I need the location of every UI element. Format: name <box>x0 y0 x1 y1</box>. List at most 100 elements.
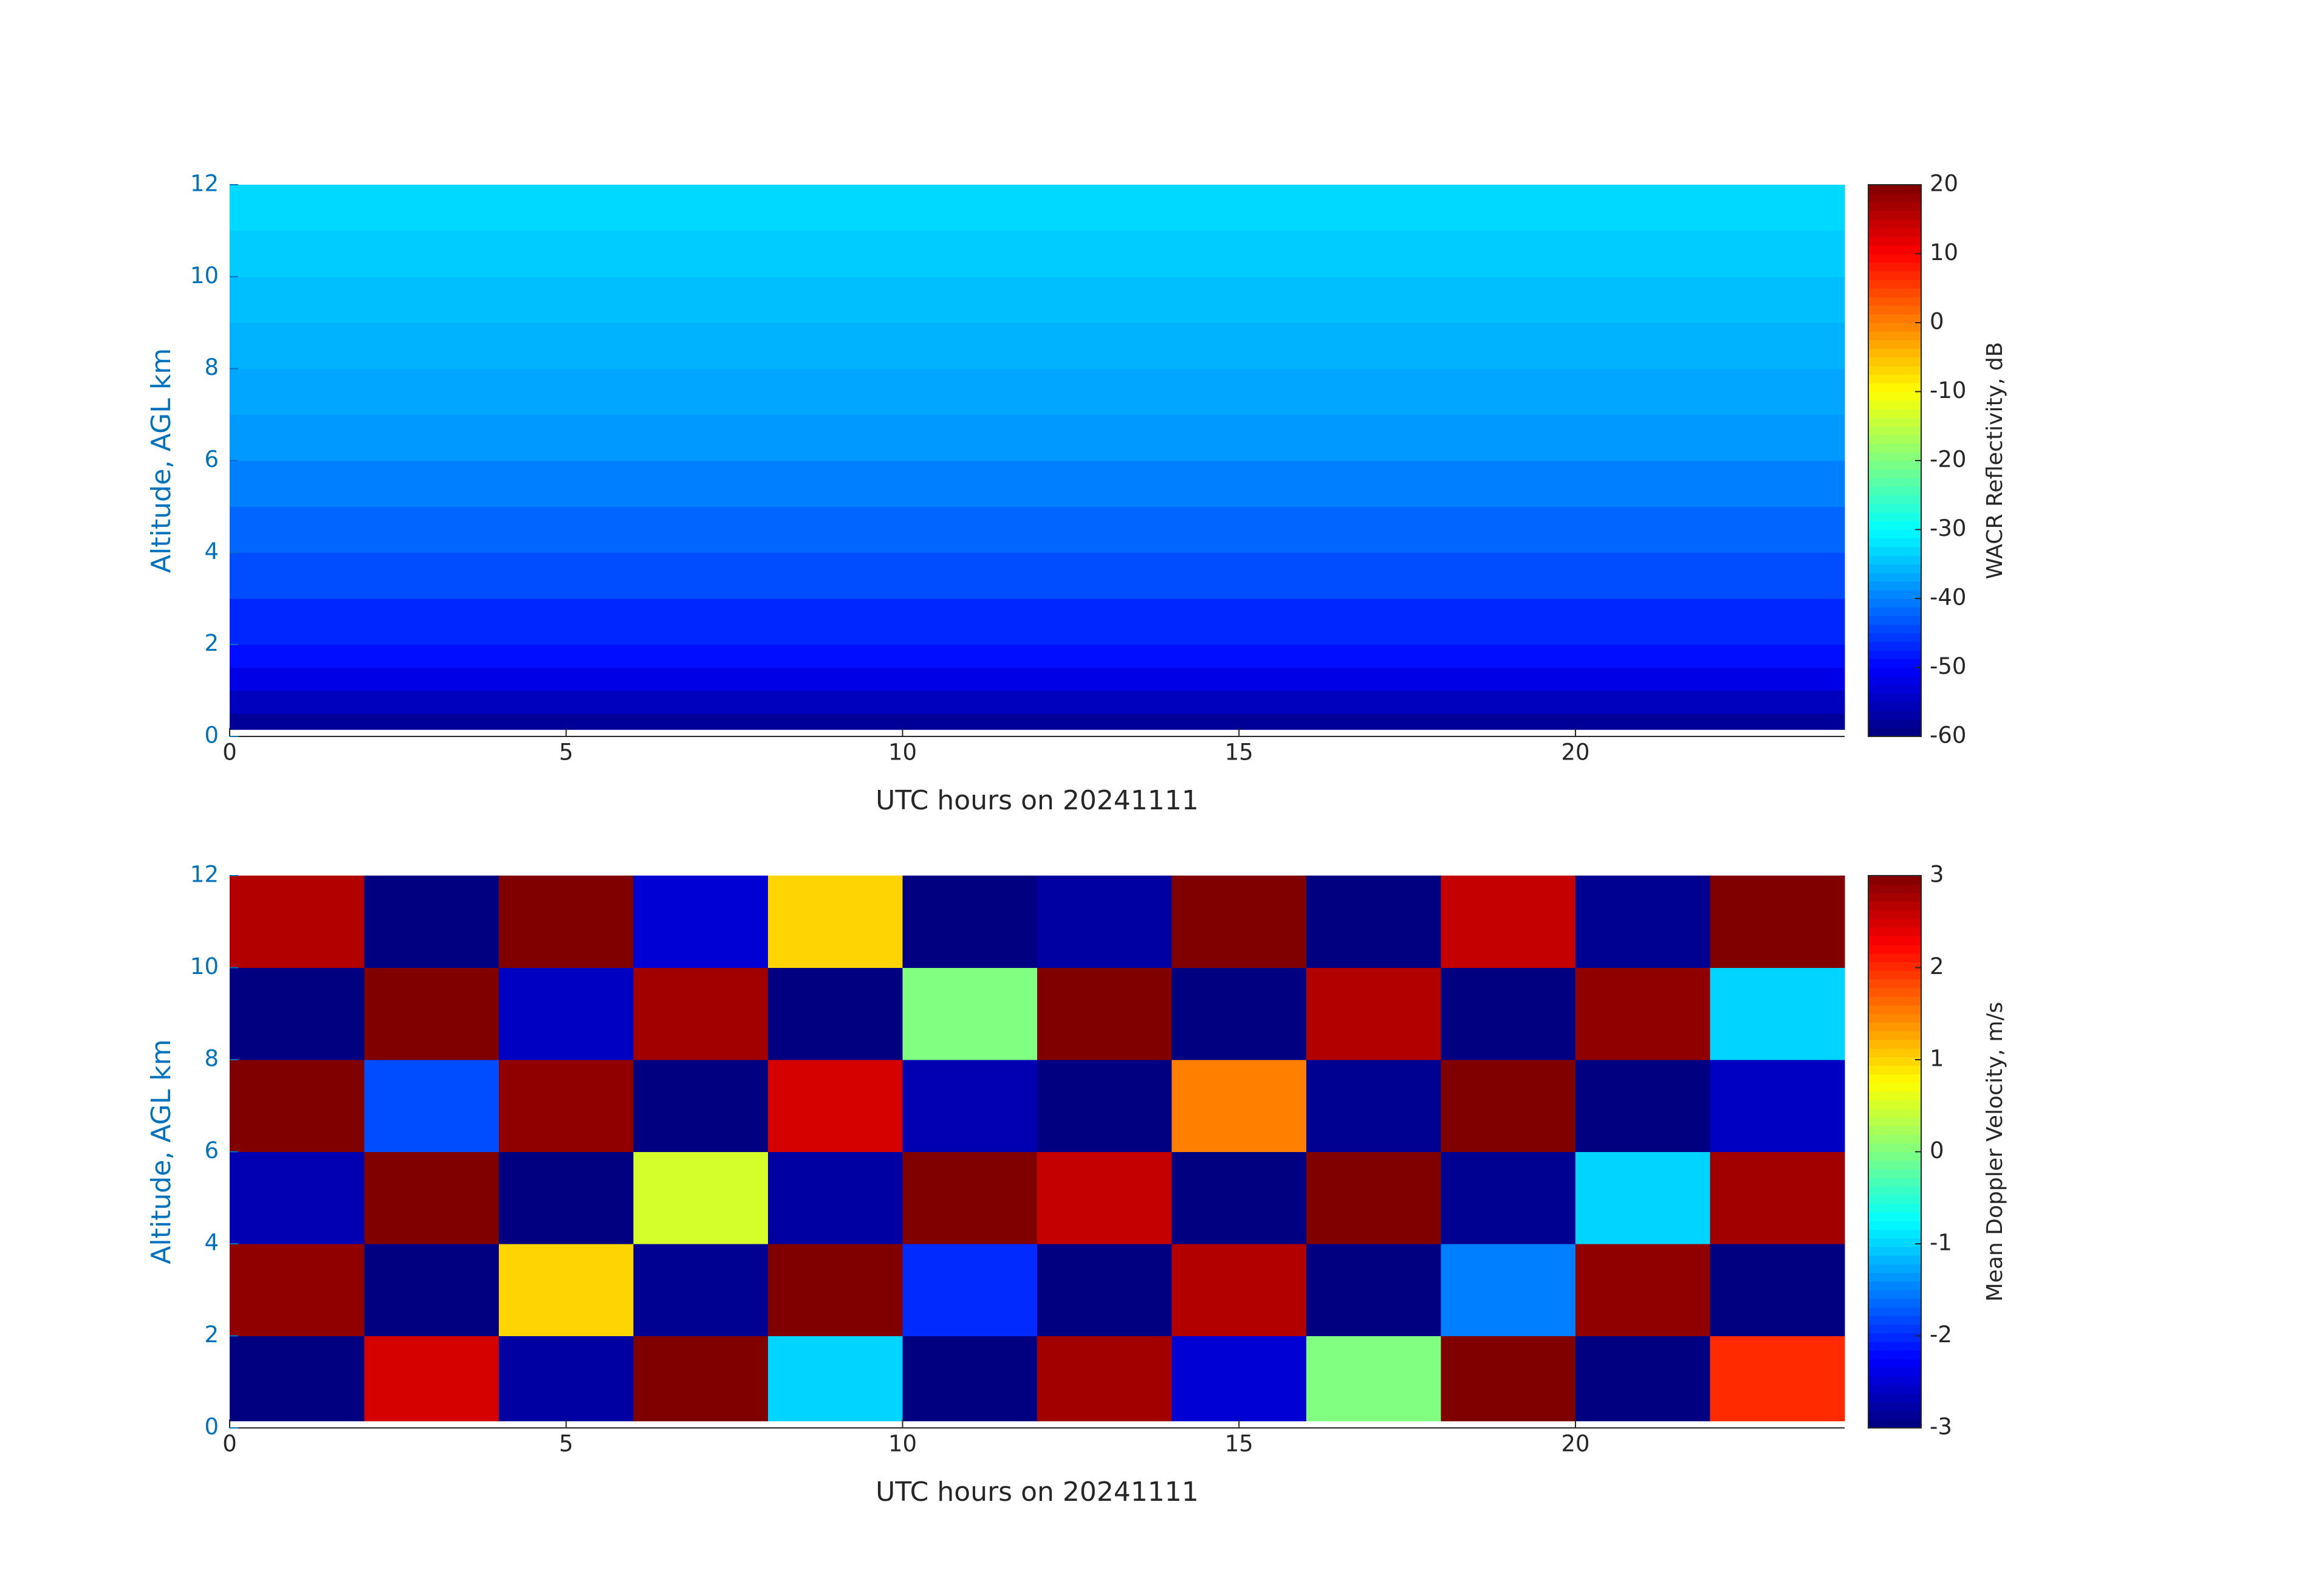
heatmap-cell <box>1037 1336 1172 1422</box>
y-axis-label: Altitude, AGL km <box>146 1039 177 1264</box>
colorbar-swatch <box>1868 1091 1921 1100</box>
x-axis-label: UTC hours on 20241111 <box>876 1477 1199 1508</box>
colorbar-swatch <box>1868 1410 1921 1420</box>
colorbar-swatch <box>1868 1212 1921 1221</box>
colorbar-swatch <box>1868 1022 1921 1032</box>
heatmap-cell <box>1306 1151 1441 1244</box>
heatmap-cell <box>1441 967 1576 1060</box>
y-tick-label: 12 <box>190 862 219 888</box>
colorbar-swatch <box>1868 1134 1921 1144</box>
colorbar-tick-label: -40 <box>1930 585 1966 611</box>
colorbar-swatch <box>1868 884 1921 894</box>
colorbar-swatch <box>1868 348 1921 358</box>
x-tick-label: 10 <box>888 739 917 766</box>
heatmap-cell <box>364 967 499 1060</box>
heatmap-cell <box>1710 1151 1845 1244</box>
colorbar-swatch <box>1868 408 1921 418</box>
colorbar-swatch <box>1868 1178 1921 1187</box>
x-tick-label: 5 <box>559 739 574 766</box>
heatmap-cell <box>1710 967 1845 1060</box>
colorbar-swatch <box>1868 616 1921 625</box>
heatmap-cell <box>230 185 1845 232</box>
heatmap-cell <box>230 690 1845 714</box>
heatmap-cell <box>1441 1244 1576 1336</box>
colorbar-swatch <box>1868 262 1921 272</box>
colorbar-swatch <box>1868 564 1921 574</box>
x-tick-label: 20 <box>1561 1431 1589 1457</box>
colorbar-swatch <box>1868 633 1921 642</box>
colorbar-tick-label: 3 <box>1930 862 1944 888</box>
heatmap-cell <box>230 667 1845 691</box>
colorbar-swatch <box>1868 1186 1921 1196</box>
colorbar-label: Mean Doppler Velocity, m/s <box>1983 1002 2007 1302</box>
colorbar-swatch <box>1868 469 1921 478</box>
heatmap-cell <box>499 967 634 1060</box>
heatmap-cell <box>768 1336 903 1422</box>
heatmap-cell <box>499 1060 634 1152</box>
heatmap-cell <box>1171 876 1307 968</box>
colorbar-tick-label: 10 <box>1930 239 1958 266</box>
colorbar-swatch <box>1868 876 1921 885</box>
heatmap-cell <box>230 414 1845 461</box>
colorbar-swatch <box>1868 1384 1921 1394</box>
colorbar-swatch <box>1868 1324 1921 1334</box>
colorbar-swatch <box>1868 1246 1921 1256</box>
colorbar-swatch <box>1868 323 1921 332</box>
heatmap-cell <box>1171 967 1307 1060</box>
y-tick-label: 4 <box>204 1230 219 1256</box>
colorbar-swatch <box>1868 219 1921 228</box>
colorbar-swatch <box>1868 253 1921 263</box>
heatmap-cell <box>1575 1151 1710 1244</box>
colorbar-tick-label: 2 <box>1930 953 1944 979</box>
colorbar-swatch <box>1868 503 1921 513</box>
colorbar-swatch <box>1868 1048 1921 1057</box>
colorbar-swatch <box>1868 1402 1921 1411</box>
colorbar-swatch <box>1868 1100 1921 1110</box>
heatmap-cell <box>499 1151 634 1244</box>
colorbar-swatch <box>1868 529 1921 539</box>
colorbar-swatch <box>1868 1350 1921 1359</box>
x-axis-label: UTC hours on 20241111 <box>876 785 1199 816</box>
colorbar-swatch <box>1868 572 1921 582</box>
colorbar-swatch <box>1868 434 1921 444</box>
colorbar-swatch <box>1868 676 1921 685</box>
colorbar-label: WACR Reflectivity, dB <box>1983 342 2007 580</box>
colorbar-swatch <box>1868 374 1921 383</box>
colorbar-tick-label: 1 <box>1930 1046 1944 1072</box>
colorbar-swatch <box>1868 589 1921 599</box>
colorbar-swatch <box>1868 1203 1921 1213</box>
colorbar-swatch <box>1868 702 1921 712</box>
colorbar-swatch <box>1868 962 1921 971</box>
colorbar-swatch <box>1868 451 1921 461</box>
heatmap-cell <box>768 876 903 968</box>
colorbar-swatch <box>1868 270 1921 280</box>
heatmap-cell <box>1575 1060 1710 1152</box>
heatmap-cell <box>230 323 1845 369</box>
heatmap-cell <box>1171 1244 1307 1336</box>
x-tick-label: 0 <box>222 1431 237 1457</box>
heatmap-cell <box>230 461 1845 507</box>
heatmap-cell <box>364 1151 499 1244</box>
colorbar-swatch <box>1868 185 1921 194</box>
heatmap-cell <box>1575 1336 1710 1422</box>
colorbar-swatch <box>1868 1221 1921 1230</box>
colorbar-swatch <box>1868 236 1921 245</box>
colorbar-swatch <box>1868 555 1921 564</box>
colorbar-swatch <box>1868 1039 1921 1049</box>
colorbar-swatch <box>1868 641 1921 651</box>
y-axis-label: Altitude, AGL km <box>146 348 177 573</box>
colorbar-swatch <box>1868 1117 1921 1127</box>
colorbar-swatch <box>1868 245 1921 255</box>
colorbar-swatch <box>1868 546 1921 556</box>
colorbar-swatch <box>1868 521 1921 530</box>
y-tick-label: 6 <box>204 447 219 473</box>
colorbar-swatch <box>1868 1289 1921 1299</box>
heatmap-cell <box>230 876 365 968</box>
colorbar-swatch <box>1868 693 1921 702</box>
colorbar-swatch <box>1868 1229 1921 1239</box>
colorbar-tick-label: -1 <box>1930 1230 1952 1256</box>
colorbar-swatch <box>1868 1160 1921 1170</box>
colorbar-swatch <box>1868 1367 1921 1377</box>
y-tick-label: 6 <box>204 1137 219 1164</box>
